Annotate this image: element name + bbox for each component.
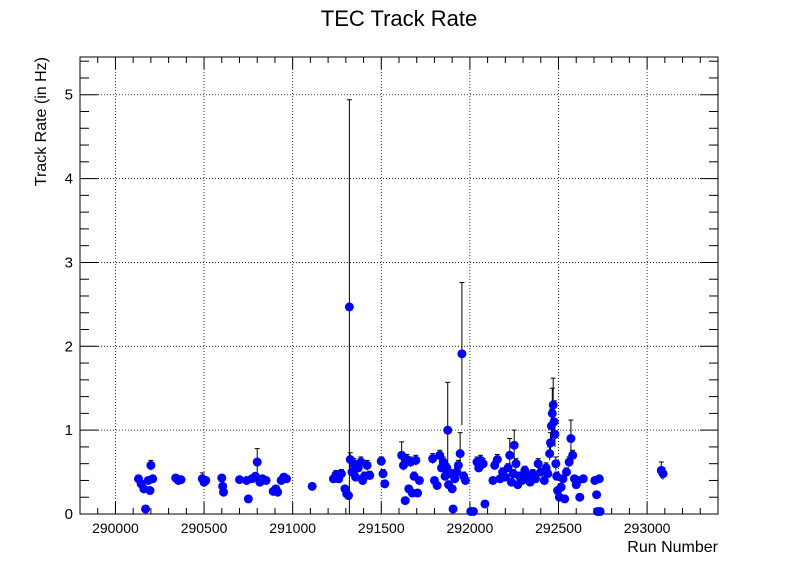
data-point	[509, 440, 519, 450]
data-point	[564, 457, 574, 467]
data-point	[378, 469, 388, 479]
x-tick-label: 292000	[447, 520, 494, 536]
data-point	[344, 302, 354, 312]
x-tick-label: 291500	[358, 520, 405, 536]
data-point	[235, 475, 244, 485]
data-point	[435, 450, 445, 460]
axis-ticks	[79, 57, 719, 515]
data-point	[376, 456, 386, 466]
data-point	[592, 490, 602, 500]
data-point	[453, 460, 463, 470]
data-point	[543, 469, 553, 479]
data-point	[414, 475, 424, 485]
y-tick-label: 1	[65, 422, 73, 439]
data-point	[343, 491, 353, 501]
data-point	[480, 499, 490, 509]
data-point	[201, 475, 211, 485]
data-point	[351, 472, 361, 482]
data-point	[448, 504, 458, 514]
data-point	[539, 475, 549, 485]
data-point	[219, 487, 229, 497]
data-point	[468, 506, 478, 516]
x-tick-label: 290000	[92, 520, 139, 536]
y-tick-label: 0	[65, 506, 73, 523]
data-point	[503, 463, 513, 473]
data-point	[548, 400, 558, 410]
data-point	[443, 425, 453, 435]
data-point	[575, 492, 585, 502]
data-point	[547, 408, 557, 418]
data-point	[176, 475, 186, 485]
data-point	[252, 457, 262, 467]
x-axis-label: Run Number	[627, 539, 718, 556]
y-tick-label: 3	[65, 254, 73, 271]
data-point	[594, 474, 604, 484]
data-point	[145, 486, 155, 496]
x-tick-label: 290500	[181, 520, 228, 536]
data-point	[362, 460, 372, 470]
data-point	[560, 494, 570, 504]
data-point	[447, 484, 457, 494]
data-point	[380, 479, 390, 489]
data-point	[505, 450, 515, 460]
data-point	[428, 454, 438, 464]
data-point	[243, 494, 253, 504]
data-point	[500, 472, 510, 482]
data-point	[457, 349, 467, 359]
data-point	[595, 506, 605, 516]
data-point	[413, 488, 423, 498]
chart-title: TEC Track Rate	[320, 6, 478, 31]
data-point	[545, 449, 555, 459]
data-point	[411, 455, 421, 465]
data-point	[578, 474, 588, 484]
data-point	[478, 459, 488, 469]
data-point	[530, 474, 540, 484]
data-point	[558, 474, 568, 484]
data-point	[281, 474, 291, 484]
data-point	[551, 459, 561, 469]
data-point	[365, 470, 375, 480]
data-point	[533, 459, 543, 469]
axis-labels: 290000 290500 291000 291500 292000 292500 2930…	[33, 57, 719, 556]
data-point	[550, 429, 560, 439]
data-point	[488, 475, 498, 485]
data-point	[556, 482, 566, 492]
data-point	[568, 450, 578, 460]
data-point	[141, 504, 151, 514]
x-tick-label: 291000	[269, 520, 316, 536]
data-point	[549, 417, 559, 427]
data-point	[336, 469, 346, 479]
data-point	[566, 434, 576, 444]
data-point	[146, 460, 156, 470]
data-point	[455, 449, 465, 459]
data-point	[546, 438, 556, 448]
x-tick-label: 292500	[535, 520, 582, 536]
y-tick-label: 2	[65, 338, 73, 355]
plot-frame	[79, 56, 719, 515]
data-point	[460, 475, 470, 485]
grid	[80, 57, 718, 514]
y-tick-label: 4	[65, 171, 73, 188]
x-tick-label: 293000	[624, 520, 671, 536]
data-point	[273, 487, 283, 497]
data-point	[658, 469, 668, 479]
error-bars	[148, 99, 666, 514]
data-point	[148, 474, 158, 484]
y-tick-label: 5	[65, 87, 73, 104]
data-point	[511, 459, 521, 469]
data-point	[561, 467, 571, 477]
data-point	[432, 480, 442, 490]
data-point	[307, 481, 317, 491]
y-axis-label: Track Rate (in Hz)	[33, 57, 50, 186]
data-point	[217, 473, 227, 483]
data-point	[400, 496, 410, 506]
data-point	[261, 475, 271, 485]
data-points	[133, 302, 668, 516]
data-point	[492, 454, 502, 464]
